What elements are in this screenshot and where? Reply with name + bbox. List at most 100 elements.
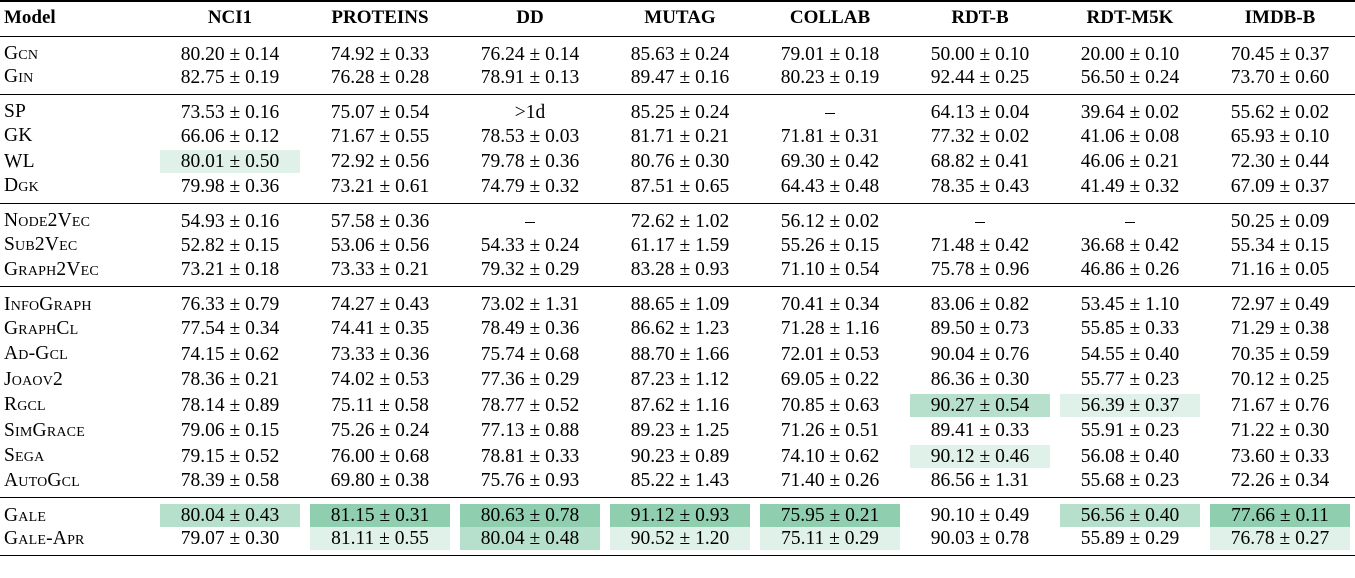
table-row: GraphCl 77.54 ± 0.34 74.41 ± 0.35 78.49 ± 0… [0, 316, 1355, 342]
result-value: 55.91 ± 0.23 [1080, 420, 1180, 442]
result-cell: 55.77 ± 0.23 [1055, 367, 1205, 393]
result-cell: 91.12 ± 0.93 [605, 498, 755, 527]
model-name: AutoGcl [0, 469, 155, 498]
result-cell: 88.70 ± 1.66 [605, 342, 755, 368]
result-cell: 72.97 ± 0.49 [1205, 287, 1355, 317]
result-value: 90.27 ± 0.54 [910, 393, 1050, 417]
result-cell: 72.26 ± 0.34 [1205, 469, 1355, 498]
result-value: 71.22 ± 0.30 [1230, 420, 1330, 442]
result-value: 75.95 ± 0.21 [760, 504, 900, 527]
column-header-mutag: MUTAG [605, 0, 755, 37]
model-name: SimGrace [4, 419, 85, 441]
result-cell: 73.33 ± 0.36 [305, 342, 455, 368]
result-cell: 75.78 ± 0.96 [905, 258, 1055, 287]
result-value: 81.11 ± 0.55 [310, 527, 450, 550]
result-cell: 75.74 ± 0.68 [455, 342, 605, 368]
model-name: Gale [4, 504, 47, 526]
result-value: 55.68 ± 0.23 [1080, 470, 1180, 491]
result-value: 87.62 ± 1.16 [630, 394, 730, 416]
result-value: – [1125, 210, 1135, 232]
result-value: 65.93 ± 0.10 [1230, 125, 1330, 147]
column-header-dd: DD [455, 0, 605, 37]
result-cell: 74.41 ± 0.35 [305, 316, 455, 342]
result-cell: 80.01 ± 0.50 [155, 149, 305, 175]
result-cell: 77.32 ± 0.02 [905, 124, 1055, 150]
result-value: 75.07 ± 0.54 [330, 101, 430, 123]
result-cell: 75.76 ± 0.93 [455, 469, 605, 498]
table-row: Rgcl 78.14 ± 0.89 75.11 ± 0.58 78.77 ± 0.52… [0, 393, 1355, 419]
result-cell: 41.06 ± 0.08 [1055, 124, 1205, 150]
result-cell: 20.00 ± 0.10 [1055, 36, 1205, 66]
result-cell: 55.85 ± 0.33 [1055, 316, 1205, 342]
result-cell: 74.92 ± 0.33 [305, 36, 455, 66]
result-cell: 85.22 ± 1.43 [605, 469, 755, 498]
result-value: 90.23 ± 0.89 [630, 445, 730, 467]
result-cell: 75.11 ± 0.58 [305, 393, 455, 419]
result-cell: 74.27 ± 0.43 [305, 287, 455, 317]
result-value: 79.15 ± 0.52 [180, 445, 280, 467]
result-value: 75.78 ± 0.96 [930, 259, 1030, 280]
result-value: 73.53 ± 0.16 [180, 101, 280, 123]
result-value: 72.92 ± 0.56 [330, 151, 430, 173]
result-value: 78.36 ± 0.21 [180, 369, 280, 391]
result-value: 64.43 ± 0.48 [780, 175, 880, 197]
result-cell: 81.11 ± 0.55 [305, 527, 455, 556]
result-value: 67.09 ± 0.37 [1230, 175, 1330, 197]
result-value: 73.02 ± 1.31 [480, 294, 580, 315]
model-group: SP 73.53 ± 0.16 75.07 ± 0.54 >1d 85.25 ± 0.2… [0, 94, 1355, 204]
result-value: 82.75 ± 0.19 [180, 66, 280, 88]
table-row: Graph2Vec 73.21 ± 0.18 73.33 ± 0.21 79.32 ±… [0, 258, 1355, 287]
result-value: 89.50 ± 0.73 [930, 318, 1030, 340]
result-cell: 76.00 ± 0.68 [305, 444, 455, 470]
result-value: 50.00 ± 0.10 [930, 43, 1030, 65]
result-value: 55.77 ± 0.23 [1080, 369, 1180, 391]
result-value: 70.12 ± 0.25 [1230, 369, 1330, 391]
result-cell: 70.41 ± 0.34 [755, 287, 905, 317]
result-value: 72.30 ± 0.44 [1230, 151, 1330, 173]
result-value: 75.76 ± 0.93 [480, 470, 580, 491]
result-cell: 80.04 ± 0.48 [455, 527, 605, 556]
result-value: 76.33 ± 0.79 [180, 294, 280, 315]
result-cell: 89.41 ± 0.33 [905, 418, 1055, 444]
result-cell: 69.80 ± 0.38 [305, 469, 455, 498]
model-group: Gcn 80.20 ± 0.14 74.92 ± 0.33 76.24 ± 0.14 8… [0, 36, 1355, 95]
result-cell: 89.50 ± 0.73 [905, 316, 1055, 342]
result-cell: 72.30 ± 0.44 [1205, 149, 1355, 175]
result-value: 53.45 ± 1.10 [1080, 294, 1180, 315]
result-value: 89.23 ± 1.25 [630, 420, 730, 442]
result-cell: 80.04 ± 0.43 [155, 498, 305, 527]
result-cell: 75.26 ± 0.24 [305, 418, 455, 444]
result-value: 78.49 ± 0.36 [480, 318, 580, 340]
result-value: 88.70 ± 1.66 [630, 343, 730, 365]
result-value: 86.36 ± 0.30 [930, 369, 1030, 391]
column-header-proteins: PROTEINS [305, 0, 455, 37]
column-header-collab: COLLAB [755, 0, 905, 37]
result-value: 86.62 ± 1.23 [630, 318, 730, 340]
result-value: 76.78 ± 0.27 [1210, 527, 1350, 550]
result-value: 55.26 ± 0.15 [780, 234, 880, 256]
result-value: – [825, 101, 835, 123]
result-value: 79.32 ± 0.29 [480, 259, 580, 280]
table-row: SP 73.53 ± 0.16 75.07 ± 0.54 >1d 85.25 ± 0.2… [0, 94, 1355, 124]
result-cell: 70.12 ± 0.25 [1205, 367, 1355, 393]
result-cell: 87.23 ± 1.12 [605, 367, 755, 393]
result-value: 72.97 ± 0.49 [1230, 294, 1330, 315]
result-value: 39.64 ± 0.02 [1080, 101, 1180, 123]
result-cell: 68.82 ± 0.41 [905, 149, 1055, 175]
result-value: 78.14 ± 0.89 [180, 394, 280, 416]
result-value: 53.06 ± 0.56 [330, 234, 430, 256]
result-cell: 86.62 ± 1.23 [605, 316, 755, 342]
result-cell: 73.53 ± 0.16 [155, 94, 305, 124]
result-cell: 76.78 ± 0.27 [1205, 527, 1355, 556]
result-cell: – [455, 203, 605, 233]
result-value: 73.21 ± 0.18 [180, 259, 280, 280]
result-cell: 56.08 ± 0.40 [1055, 444, 1205, 470]
result-value: 78.77 ± 0.52 [480, 394, 580, 416]
result-cell: 66.06 ± 0.12 [155, 124, 305, 150]
model-name: Graph2Vec [0, 258, 155, 287]
result-cell: 90.12 ± 0.46 [905, 444, 1055, 470]
result-cell: 77.36 ± 0.29 [455, 367, 605, 393]
result-cell: 61.17 ± 1.59 [605, 233, 755, 259]
table-row: Joaov2 78.36 ± 0.21 74.02 ± 0.53 77.36 ± 0.… [0, 367, 1355, 393]
